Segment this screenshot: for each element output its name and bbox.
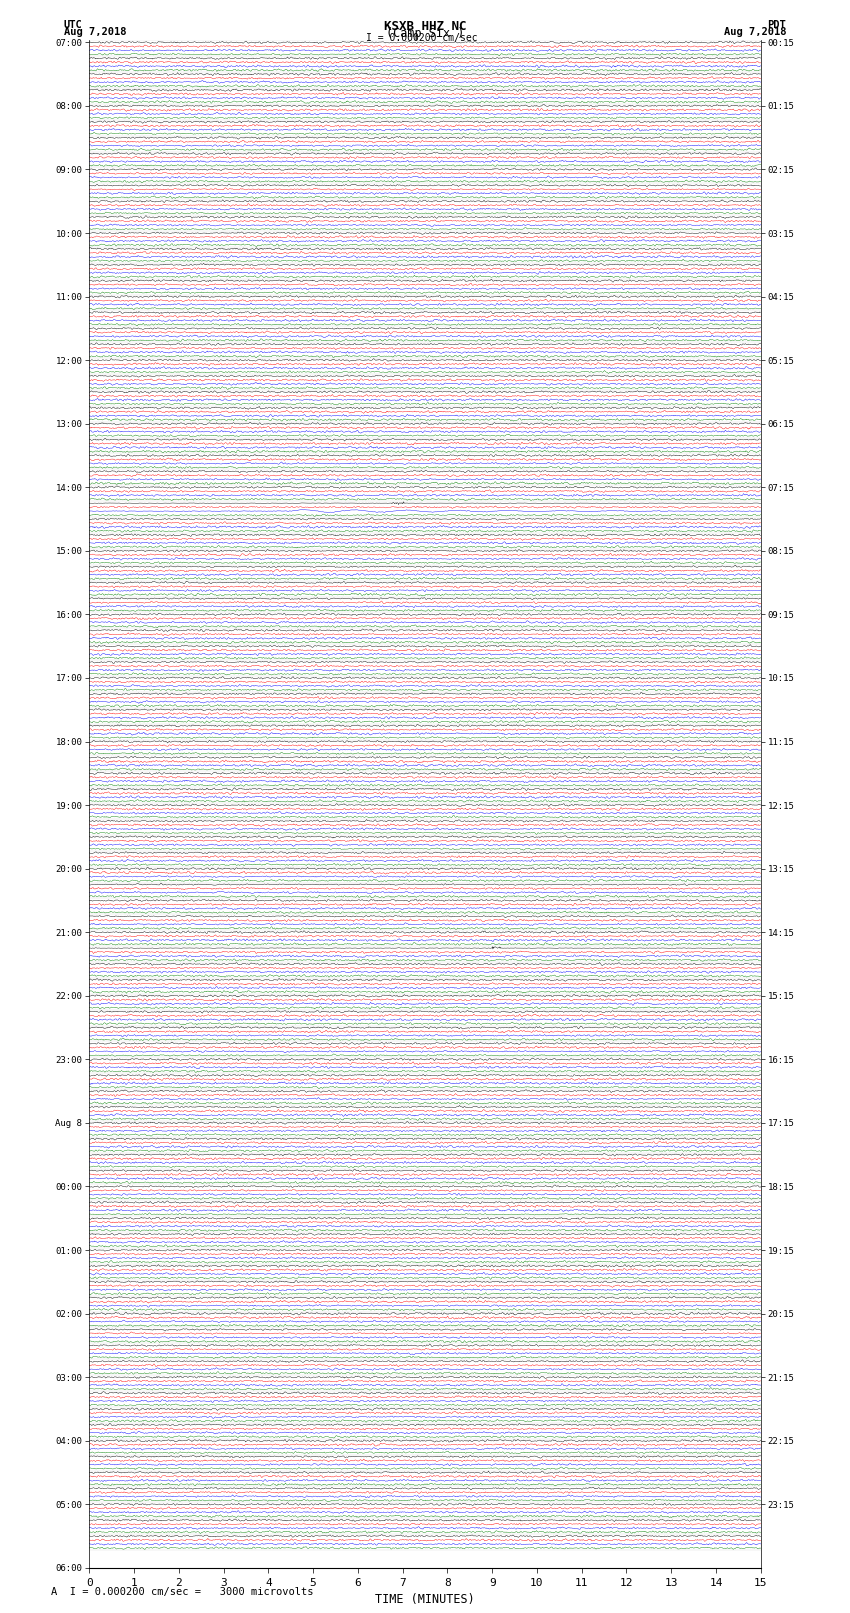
Text: PDT: PDT xyxy=(768,19,786,31)
Text: KSXB HHZ NC: KSXB HHZ NC xyxy=(383,19,467,34)
Text: (Camp Six ): (Camp Six ) xyxy=(386,26,464,40)
Text: A  I = 0.000200 cm/sec =   3000 microvolts: A I = 0.000200 cm/sec = 3000 microvolts xyxy=(51,1587,314,1597)
Text: UTC: UTC xyxy=(64,19,82,31)
Text: Aug 7,2018: Aug 7,2018 xyxy=(723,26,786,37)
Text: I = 0.000200 cm/sec: I = 0.000200 cm/sec xyxy=(366,32,477,44)
X-axis label: TIME (MINUTES): TIME (MINUTES) xyxy=(375,1594,475,1607)
Text: Aug 7,2018: Aug 7,2018 xyxy=(64,26,127,37)
